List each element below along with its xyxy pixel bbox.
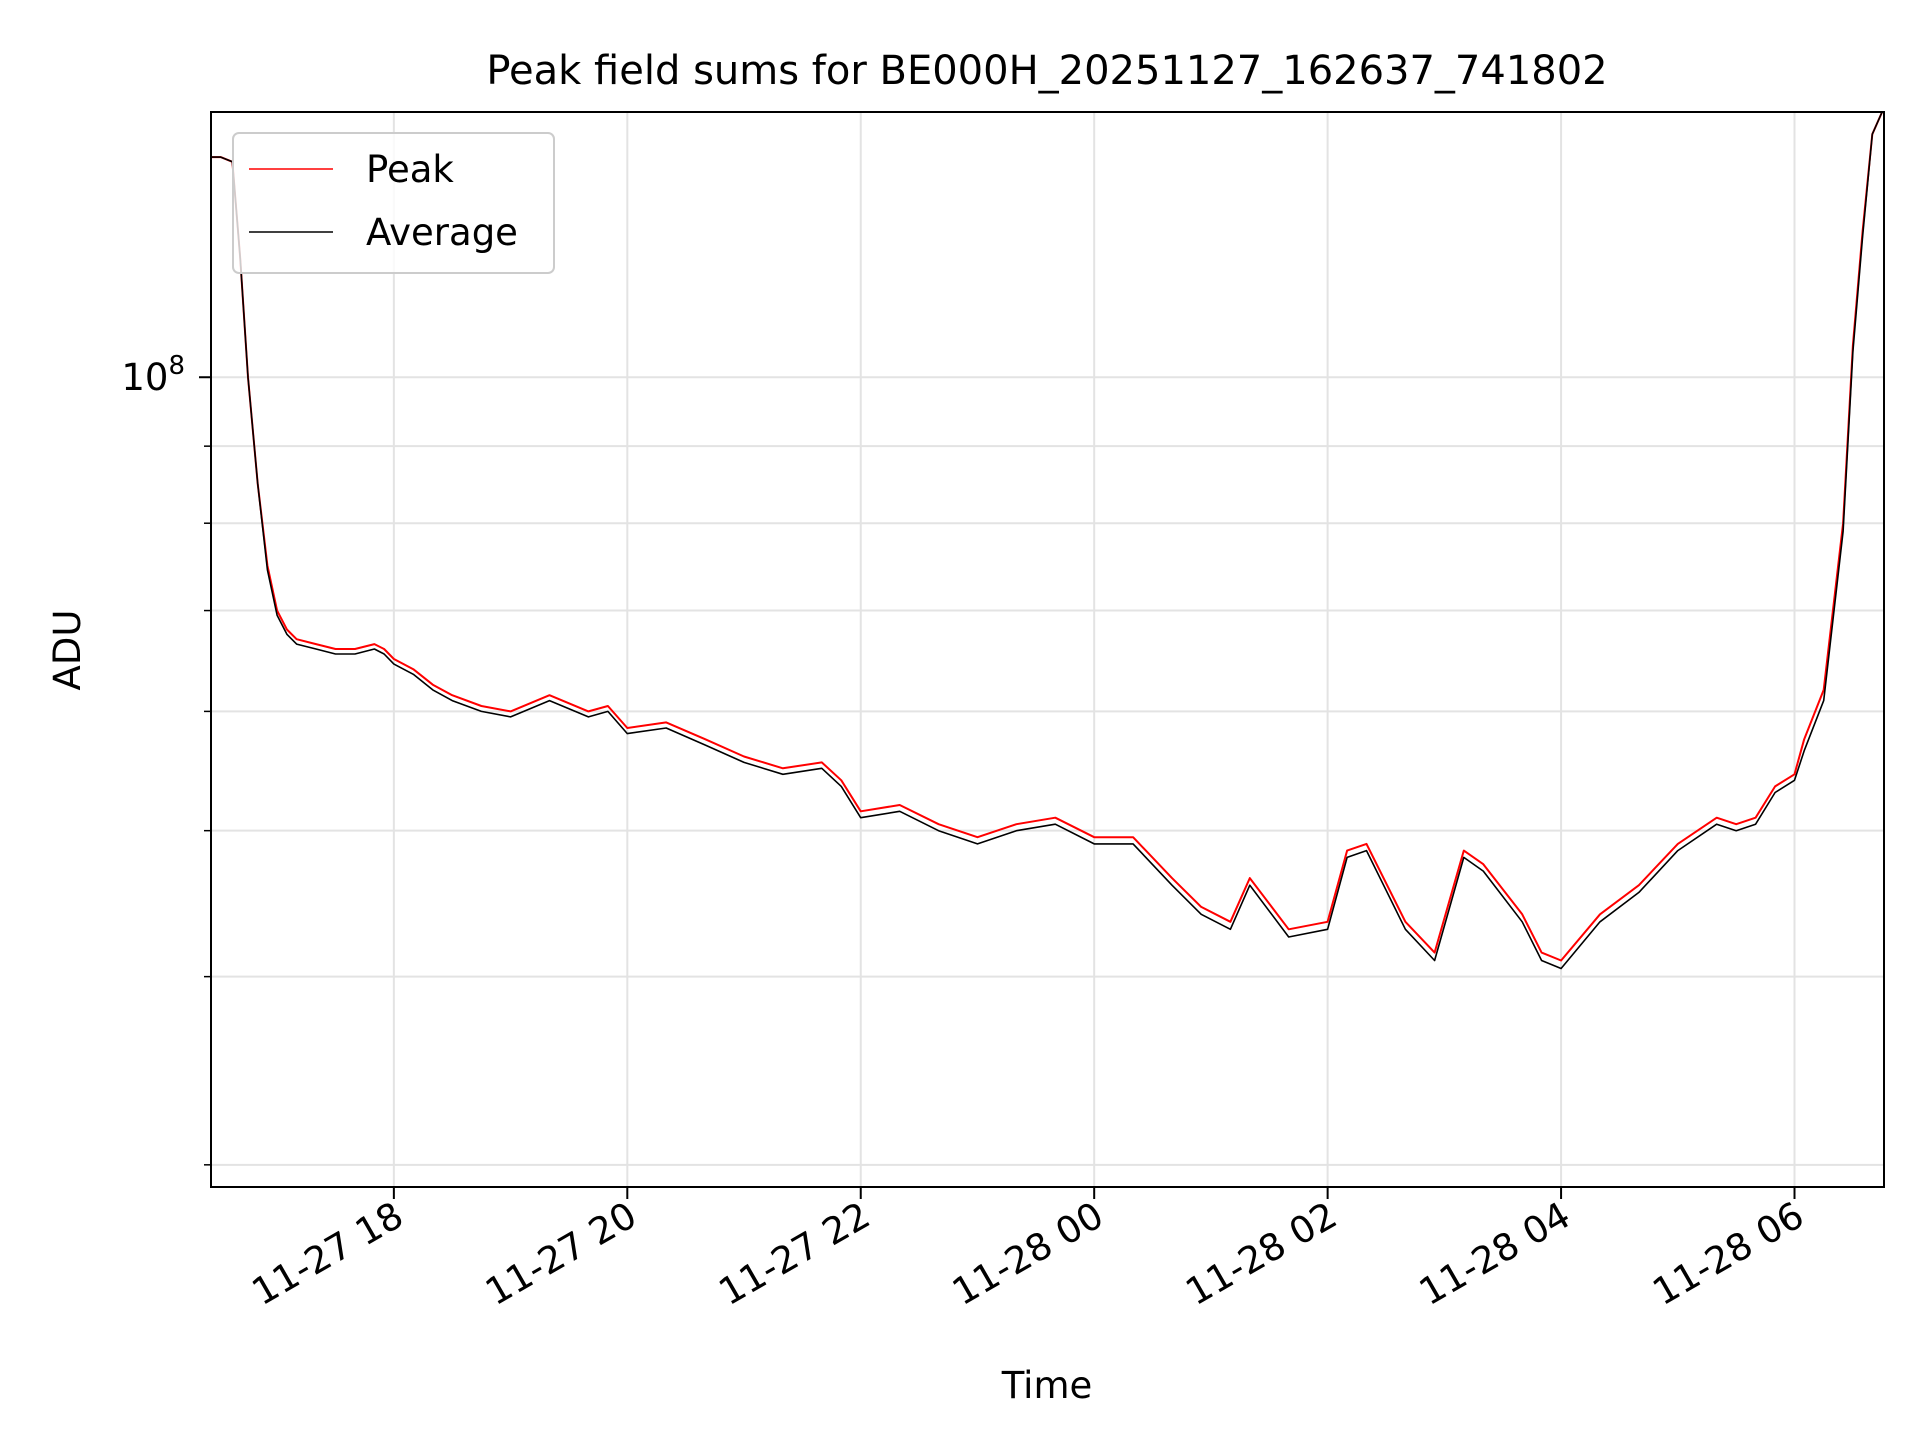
- x-tick-label: 11-27 18: [245, 1194, 411, 1314]
- x-tick-label: 11-28 06: [1645, 1194, 1811, 1314]
- grid-lines: [211, 112, 1884, 1187]
- x-tick-label: 11-28 04: [1412, 1194, 1578, 1314]
- y-axis: 108: [121, 351, 211, 1166]
- x-tick-label: 11-28 02: [1179, 1194, 1345, 1314]
- y-tick-label: 108: [121, 351, 185, 399]
- legend-label-peak: Peak: [366, 148, 454, 191]
- x-axis: 11-27 18 11-27 20 11-27 22 11-28 00 11-28 02…: [245, 1187, 1811, 1314]
- plot-area: [211, 111, 1884, 970]
- y-axis-label: ADU: [46, 610, 89, 691]
- chart-title: Peak field sums for BE000H_20251127_1626…: [486, 48, 1607, 94]
- legend-label-average: Average: [366, 211, 518, 254]
- x-tick-label: 11-28 00: [945, 1194, 1111, 1314]
- peak-series-line: [211, 111, 1884, 962]
- average-series-line: [211, 111, 1883, 970]
- plot-frame: [210, 111, 1885, 1188]
- x-tick-label: 11-27 22: [712, 1194, 878, 1314]
- x-axis-label: Time: [1001, 1364, 1093, 1407]
- legend: Peak Average: [232, 132, 555, 274]
- legend-box: [232, 132, 555, 274]
- x-tick-label: 11-27 20: [478, 1194, 644, 1314]
